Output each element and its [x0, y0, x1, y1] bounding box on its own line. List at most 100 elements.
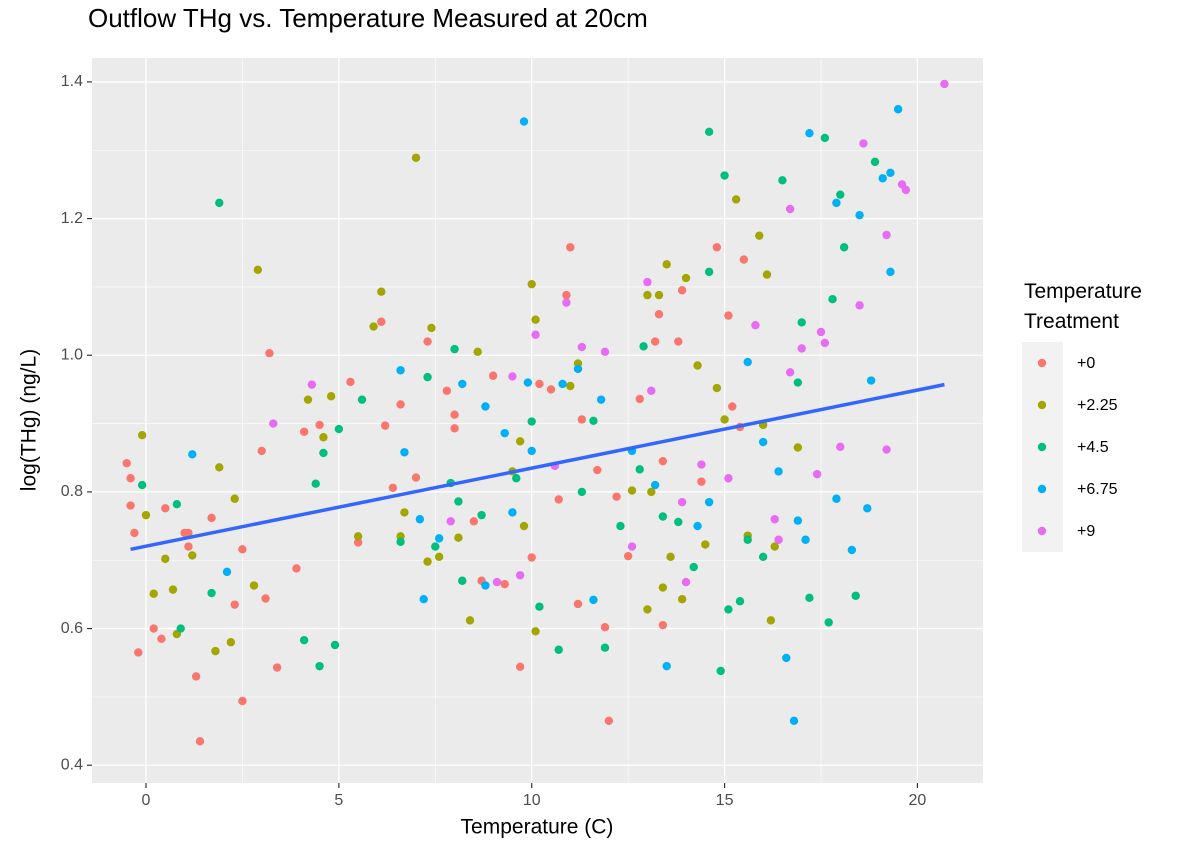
point — [820, 338, 830, 348]
point — [207, 513, 216, 523]
point — [724, 474, 733, 483]
point — [465, 616, 475, 625]
point — [758, 552, 768, 562]
point — [446, 517, 455, 526]
point — [126, 474, 135, 483]
y-axis-title: log(THg) (ng/L) — [18, 349, 41, 491]
point — [307, 380, 317, 389]
point — [797, 318, 806, 327]
point — [450, 410, 459, 419]
point — [704, 267, 714, 277]
point — [859, 139, 868, 148]
point — [693, 361, 702, 370]
point — [805, 593, 814, 603]
point — [573, 364, 583, 374]
point — [743, 357, 752, 367]
point — [658, 456, 668, 466]
point — [515, 571, 525, 580]
point — [519, 521, 529, 531]
point — [816, 327, 826, 337]
point — [527, 446, 536, 456]
point — [535, 602, 544, 611]
point — [161, 504, 170, 513]
point — [176, 624, 185, 633]
point — [770, 542, 779, 551]
point — [423, 337, 432, 346]
x-axis-title: Temperature (C) — [461, 816, 614, 839]
point — [758, 437, 768, 447]
point — [832, 198, 841, 208]
point — [500, 579, 509, 589]
point — [519, 117, 529, 126]
legend-label: +9 — [1077, 523, 1095, 540]
point — [149, 624, 158, 633]
point — [805, 128, 814, 138]
point — [600, 643, 610, 652]
point — [230, 600, 239, 609]
point — [812, 469, 822, 479]
point — [724, 311, 733, 320]
point — [720, 171, 729, 180]
point — [616, 521, 625, 531]
point — [377, 317, 386, 326]
point — [450, 424, 459, 433]
point — [600, 623, 610, 632]
point — [431, 542, 440, 551]
legend-marker — [1037, 400, 1047, 410]
point — [207, 588, 216, 598]
point — [940, 79, 949, 89]
point — [743, 535, 752, 544]
point — [311, 479, 320, 488]
point — [882, 445, 891, 454]
point — [647, 386, 656, 395]
point — [469, 517, 479, 526]
point — [419, 594, 428, 604]
point — [191, 672, 201, 681]
point — [724, 605, 733, 614]
point — [434, 552, 444, 562]
x-tick-label: 20 — [909, 792, 927, 809]
point — [878, 174, 887, 183]
point — [303, 395, 313, 404]
point — [473, 347, 482, 357]
point — [423, 557, 432, 566]
point — [172, 500, 182, 509]
point — [650, 480, 660, 490]
point — [604, 716, 614, 726]
point — [720, 415, 729, 424]
point — [847, 545, 857, 555]
point — [801, 535, 810, 544]
point — [400, 448, 409, 457]
point — [319, 448, 328, 458]
point — [546, 385, 556, 394]
point — [527, 279, 536, 289]
point — [222, 567, 232, 577]
point — [712, 243, 722, 252]
x-tick-label: 5 — [334, 792, 343, 809]
point — [712, 383, 722, 393]
point — [901, 185, 911, 195]
point — [423, 372, 432, 382]
point — [238, 545, 247, 554]
point — [658, 583, 668, 592]
point — [411, 473, 421, 482]
point — [319, 433, 328, 442]
y-tick-label: 0.8 — [61, 483, 83, 500]
point — [257, 446, 266, 456]
point — [770, 515, 779, 524]
point — [508, 508, 517, 517]
legend-label: +4.5 — [1077, 439, 1109, 456]
point — [728, 402, 737, 411]
point — [188, 450, 197, 459]
point — [677, 594, 687, 604]
point — [797, 344, 806, 353]
point — [168, 585, 178, 594]
point — [454, 497, 463, 506]
point — [562, 290, 571, 300]
point — [751, 320, 760, 330]
point — [249, 581, 259, 590]
point — [265, 348, 274, 358]
point — [851, 591, 860, 600]
